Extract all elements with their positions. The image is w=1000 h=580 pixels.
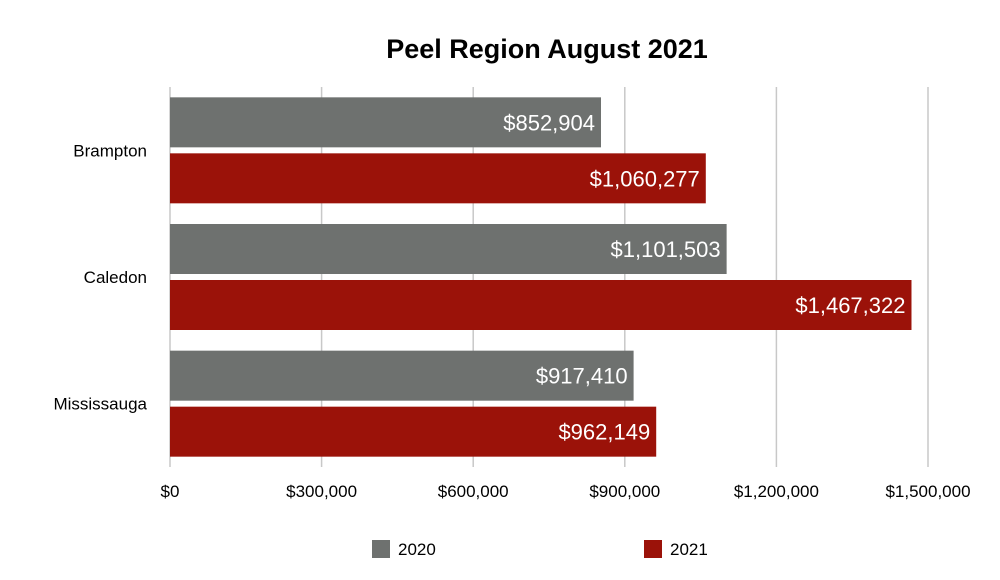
bar: [170, 280, 912, 330]
bar: [170, 97, 602, 148]
data-label: $917,410: [536, 364, 628, 389]
data-label: $1,101,503: [611, 237, 721, 262]
legend-swatch: [644, 540, 662, 558]
category-label: Caledon: [84, 268, 147, 287]
chart-title: Peel Region August 2021: [386, 34, 708, 64]
category-label: Brampton: [73, 141, 147, 160]
x-tick-label: $300,000: [286, 482, 357, 501]
x-tick-label: $0: [161, 482, 180, 501]
legend: 2020 2021: [372, 540, 708, 559]
legend-swatch: [372, 540, 390, 558]
x-axis-ticks: $0 $300,000 $600,000 $900,000 $1,200,000 $1,5…: [161, 482, 971, 501]
bar: [170, 350, 634, 401]
x-tick-label: $600,000: [438, 482, 509, 501]
category-labels: Brampton Caledon Mississauga: [53, 141, 147, 413]
bar: [170, 406, 657, 457]
bar: [170, 224, 727, 274]
x-tick-label: $1,500,000: [885, 482, 970, 501]
gridlines: [169, 87, 929, 467]
data-label: $1,060,277: [590, 166, 700, 191]
x-tick-label: $1,200,000: [734, 482, 819, 501]
data-label: $1,467,322: [795, 293, 905, 318]
category-label: Mississauga: [53, 395, 147, 414]
bars: $852,904 $1,060,277 $1,101,503 $1,467,322 $9…: [170, 97, 912, 457]
legend-label: 2020: [398, 540, 436, 559]
bar: [170, 153, 706, 204]
legend-label: 2021: [670, 540, 708, 559]
data-label: $852,904: [503, 110, 595, 135]
x-tick-label: $900,000: [589, 482, 660, 501]
data-label: $962,149: [558, 420, 650, 445]
